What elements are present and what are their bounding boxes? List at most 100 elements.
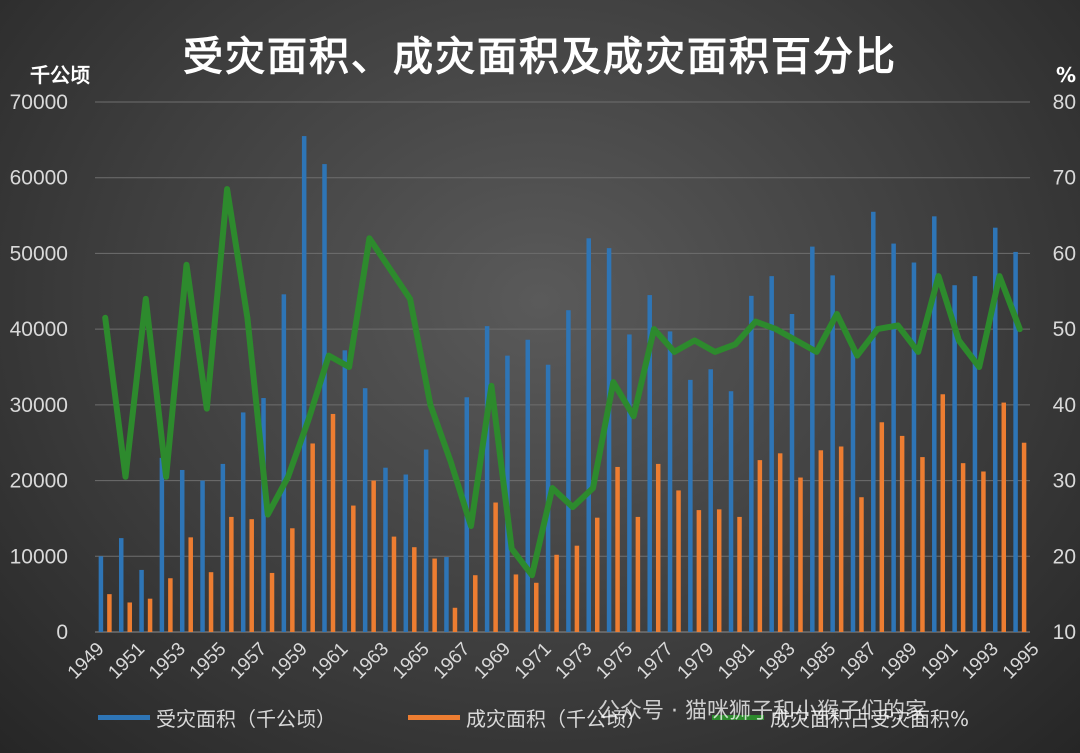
bar-affected-area bbox=[342, 350, 348, 632]
bar-disaster-area bbox=[534, 582, 539, 632]
x-tick-label: 1977 bbox=[633, 639, 678, 684]
bar-disaster-area bbox=[676, 490, 681, 632]
bar-affected-area bbox=[179, 469, 185, 632]
bar-affected-area bbox=[932, 216, 937, 633]
x-tick-label: 1961 bbox=[308, 639, 353, 684]
bar-disaster-area bbox=[391, 536, 397, 632]
bar-affected-area bbox=[240, 412, 246, 632]
y-left-tick-label: 50000 bbox=[10, 242, 68, 265]
legend: 受灾面积（千公顷） 成灾面积（千公顷） 成灾面积占受灾面积% bbox=[98, 707, 969, 731]
bar-affected-area bbox=[525, 339, 531, 632]
bar-affected-area bbox=[159, 457, 165, 632]
bar-affected-area bbox=[301, 136, 307, 633]
bar-disaster-area bbox=[1001, 402, 1007, 632]
bar-disaster-area bbox=[838, 446, 844, 632]
bar-affected-area bbox=[566, 310, 571, 632]
bar-disaster-area bbox=[249, 519, 254, 632]
bar-disaster-area bbox=[899, 435, 905, 632]
bar-disaster-area bbox=[188, 537, 193, 632]
bar-disaster-area bbox=[981, 471, 986, 632]
legend-swatch bbox=[712, 715, 764, 720]
y-right-tick-label: 20 bbox=[1053, 545, 1076, 568]
bar-affected-area bbox=[281, 294, 287, 632]
bar-affected-area bbox=[891, 243, 896, 633]
y-left-unit: 千公顷 bbox=[30, 63, 90, 87]
bar-affected-area bbox=[911, 262, 917, 632]
bar-disaster-area bbox=[594, 517, 600, 632]
bar-affected-area bbox=[972, 276, 978, 632]
bar-affected-area bbox=[484, 326, 490, 632]
bar-disaster-area bbox=[147, 598, 153, 632]
bar-disaster-area bbox=[412, 547, 417, 632]
bar-affected-area bbox=[322, 164, 327, 633]
x-tick-label: 1965 bbox=[389, 639, 434, 684]
bar-disaster-area bbox=[879, 422, 885, 632]
ratio-line bbox=[102, 186, 1023, 579]
bar-disaster-area bbox=[737, 516, 742, 632]
bar-disaster-area bbox=[229, 516, 234, 632]
x-tick-label: 1959 bbox=[267, 639, 312, 684]
legend-label: 受灾面积（千公顷） bbox=[156, 707, 336, 731]
bar-affected-area bbox=[261, 398, 266, 632]
x-tick-label: 1995 bbox=[999, 639, 1044, 684]
bar-disaster-area bbox=[432, 558, 437, 632]
x-tick-label: 1949 bbox=[64, 639, 109, 684]
bar-disaster-area bbox=[310, 443, 315, 632]
x-tick-label: 1979 bbox=[674, 639, 719, 684]
bar-affected-area bbox=[728, 391, 734, 632]
bar-disaster-area bbox=[107, 594, 112, 632]
bar-disaster-area bbox=[798, 477, 803, 632]
y-right-tick-label: 30 bbox=[1053, 470, 1076, 493]
y-right-tick-label: 80 bbox=[1053, 91, 1076, 114]
bar-affected-area bbox=[810, 246, 815, 632]
bar-affected-area bbox=[688, 379, 693, 632]
bar-disaster-area bbox=[635, 516, 641, 632]
bar-disaster-area bbox=[818, 450, 824, 632]
bar-disaster-area bbox=[1021, 442, 1027, 632]
x-tick-label: 1975 bbox=[592, 639, 637, 684]
x-tick-label: 1973 bbox=[552, 639, 597, 684]
bar-disaster-area bbox=[208, 572, 214, 632]
y-left-tick-label: 70000 bbox=[10, 91, 68, 114]
bar-disaster-area bbox=[452, 607, 458, 632]
bar-disaster-area bbox=[330, 413, 336, 632]
bar-affected-area bbox=[586, 238, 591, 633]
chart-title: 受灾面积、成灾面积及成灾面积百分比 bbox=[183, 34, 897, 80]
bar-affected-area bbox=[200, 480, 205, 632]
bar-disaster-area bbox=[290, 528, 295, 632]
x-axis: 1949195119531955195719591961196319651967… bbox=[64, 639, 1044, 684]
bar-affected-area bbox=[769, 276, 774, 632]
y-left-tick-label: 40000 bbox=[10, 318, 68, 341]
bar-disaster-area bbox=[574, 545, 580, 632]
bar-affected-area bbox=[139, 569, 144, 632]
line-ratio-series bbox=[102, 186, 1023, 579]
x-tick-label: 1985 bbox=[796, 639, 841, 684]
bar-affected-area bbox=[830, 275, 835, 632]
bar-affected-area bbox=[667, 331, 673, 632]
x-tick-label: 1971 bbox=[511, 639, 556, 684]
bar-affected-area bbox=[627, 334, 632, 632]
bar-affected-area bbox=[118, 538, 124, 632]
bar-affected-area bbox=[423, 449, 429, 632]
bar-disaster-area bbox=[716, 509, 722, 632]
bar-disaster-area bbox=[696, 510, 702, 632]
watermark: 公众号 · 猫咪狮子和小猴子们的家 bbox=[598, 699, 927, 724]
x-tick-label: 1963 bbox=[348, 639, 393, 684]
y-left-axis: 0 10000 20000 30000 40000 50000 60000 70000 bbox=[10, 91, 68, 644]
y-right-tick-label: 10 bbox=[1053, 621, 1076, 644]
bar-affected-area bbox=[952, 285, 957, 632]
x-tick-label: 1951 bbox=[104, 639, 149, 684]
x-tick-label: 1987 bbox=[836, 639, 881, 684]
y-right-tick-label: 40 bbox=[1053, 394, 1076, 417]
bars bbox=[98, 136, 1027, 633]
bar-disaster-area bbox=[371, 480, 376, 632]
bar-affected-area bbox=[749, 295, 754, 632]
x-tick-label: 1967 bbox=[430, 639, 475, 684]
bar-affected-area bbox=[850, 345, 856, 632]
legend-label: 成灾面积（千公顷） bbox=[466, 707, 646, 731]
bar-disaster-area bbox=[940, 394, 946, 632]
legend-label: 成灾面积占受灾面积% bbox=[770, 707, 969, 731]
y-right-unit: % bbox=[1056, 63, 1076, 87]
bar-affected-area bbox=[444, 557, 449, 632]
